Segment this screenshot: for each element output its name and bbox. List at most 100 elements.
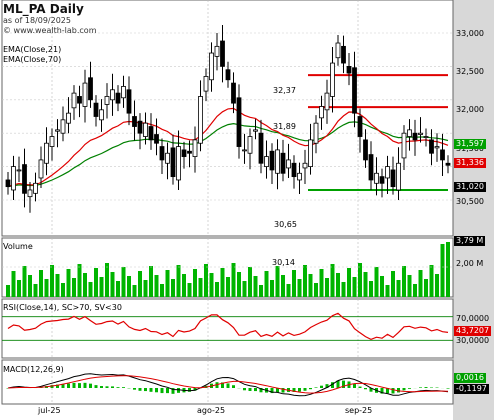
candle-body-22 bbox=[126, 89, 132, 114]
volume-bar-49 bbox=[275, 266, 280, 297]
candle-body-33 bbox=[187, 150, 192, 154]
candle-body-51 bbox=[286, 159, 291, 169]
candle-body-71 bbox=[396, 162, 401, 191]
volume-bar-77 bbox=[429, 265, 434, 297]
volume-bar-30 bbox=[171, 279, 175, 297]
candle-body-74 bbox=[412, 132, 418, 141]
macd-hist-73 bbox=[408, 388, 411, 389]
macd-hist-57 bbox=[320, 385, 323, 388]
candle-body-28 bbox=[159, 146, 165, 161]
macd-hist-48 bbox=[270, 388, 274, 394]
volume-bar-66 bbox=[369, 281, 373, 297]
candle-body-23 bbox=[132, 116, 137, 127]
macd-hist-30 bbox=[171, 388, 175, 394]
macd-hist-26 bbox=[149, 388, 153, 392]
candle-body-4 bbox=[27, 189, 33, 198]
macd-hist-60 bbox=[336, 380, 340, 388]
macd-hist-70 bbox=[391, 388, 395, 394]
candle-body-49 bbox=[275, 149, 280, 174]
volume-bar-1 bbox=[11, 271, 16, 297]
macd-hist-11 bbox=[67, 383, 70, 388]
macd-hist-49 bbox=[276, 388, 279, 393]
volume-bar-9 bbox=[55, 274, 60, 297]
volume-bar-41 bbox=[231, 263, 236, 297]
volume-bar-32 bbox=[182, 274, 186, 297]
volume-bar-15 bbox=[88, 282, 93, 297]
volume-bar-12 bbox=[72, 278, 76, 297]
candle-body-8 bbox=[49, 136, 55, 147]
volume-bar-39 bbox=[220, 268, 225, 297]
macd-hist-46 bbox=[259, 388, 263, 393]
ema21-value-tag: 31,336 bbox=[454, 158, 486, 168]
candle-body-48 bbox=[269, 150, 275, 171]
candle-body-57 bbox=[319, 106, 324, 119]
volume-bar-6 bbox=[39, 270, 43, 297]
candle-body-66 bbox=[368, 154, 374, 181]
rsi-pane-label: RSI(Close,14), SC>70, SV<30 bbox=[3, 303, 122, 312]
candle-body-45 bbox=[253, 129, 258, 132]
candle-body-5 bbox=[33, 182, 38, 194]
ema70-value-tag: 31,597 bbox=[454, 139, 486, 149]
volume-bar-67 bbox=[374, 267, 379, 297]
candle-body-70 bbox=[390, 169, 396, 188]
site-credit: © www.wealth-lab.com bbox=[3, 26, 97, 35]
annotation-volume: 30,14 bbox=[272, 258, 295, 267]
pane-frame-price bbox=[1, 0, 454, 237]
volume-bar-46 bbox=[259, 285, 263, 297]
candle-body-55 bbox=[308, 139, 313, 168]
candle-body-20 bbox=[115, 92, 121, 104]
candle-body-43 bbox=[242, 149, 247, 152]
candle-body-13 bbox=[77, 96, 82, 104]
macd-hist-59 bbox=[331, 382, 334, 388]
volume-bar-40 bbox=[226, 277, 230, 297]
annotation-high: 32,37 bbox=[273, 86, 296, 95]
x-label-jul: jul-25 bbox=[38, 406, 61, 415]
volume-bar-24 bbox=[138, 271, 142, 297]
volume-bar-52 bbox=[292, 270, 296, 297]
candle-body-75 bbox=[418, 132, 423, 135]
volume-bar-57 bbox=[319, 269, 324, 297]
macd-hist-50 bbox=[281, 388, 285, 393]
annotation-level: 31,89 bbox=[273, 122, 296, 131]
macd-hist-31 bbox=[177, 388, 180, 393]
candle-body-63 bbox=[352, 67, 357, 114]
price-tick-32500: 32,500 bbox=[456, 67, 484, 76]
candle-body-46 bbox=[258, 132, 264, 164]
volume-bar-27 bbox=[154, 275, 159, 297]
volume-bar-42 bbox=[237, 272, 241, 297]
volume-bar-37 bbox=[209, 273, 214, 297]
macd-hist-33 bbox=[188, 388, 191, 392]
volume-bar-80 bbox=[446, 242, 450, 297]
rsi-tick-70: 70,0000 bbox=[456, 314, 490, 323]
macd-hist-19 bbox=[111, 386, 114, 388]
candle-body-73 bbox=[407, 129, 412, 137]
volume-bar-68 bbox=[380, 276, 384, 297]
macd-hist-43 bbox=[243, 388, 246, 391]
macd-hist-14 bbox=[83, 382, 87, 388]
candle-body-39 bbox=[220, 40, 225, 67]
volume-bar-51 bbox=[286, 284, 291, 297]
macd-hist-0 bbox=[6, 388, 10, 389]
ema21-legend: EMA(Close,21) bbox=[3, 45, 62, 54]
macd-hist-52 bbox=[292, 388, 296, 392]
macd-hist-17 bbox=[100, 386, 103, 388]
volume-bar-17 bbox=[99, 277, 104, 297]
price-tick-32000: 32,000 bbox=[456, 105, 484, 114]
volume-bar-60 bbox=[336, 273, 340, 297]
candle-body-56 bbox=[313, 122, 319, 144]
macd-hist-23 bbox=[133, 388, 136, 390]
macd-hist-72 bbox=[402, 388, 406, 391]
candle-body-61 bbox=[341, 45, 346, 64]
candle-body-62 bbox=[346, 66, 352, 74]
volume-bar-35 bbox=[198, 278, 203, 297]
macd-hist-21 bbox=[122, 387, 125, 388]
macd-hist-56 bbox=[314, 387, 318, 388]
rsi-line bbox=[7, 312, 449, 341]
chart-title: ML_PA Daily bbox=[3, 2, 84, 16]
candle-body-65 bbox=[363, 139, 368, 161]
candle-body-35 bbox=[198, 96, 203, 144]
volume-bar-20 bbox=[116, 281, 120, 297]
volume-bar-72 bbox=[402, 266, 406, 297]
candle-body-26 bbox=[148, 126, 154, 141]
